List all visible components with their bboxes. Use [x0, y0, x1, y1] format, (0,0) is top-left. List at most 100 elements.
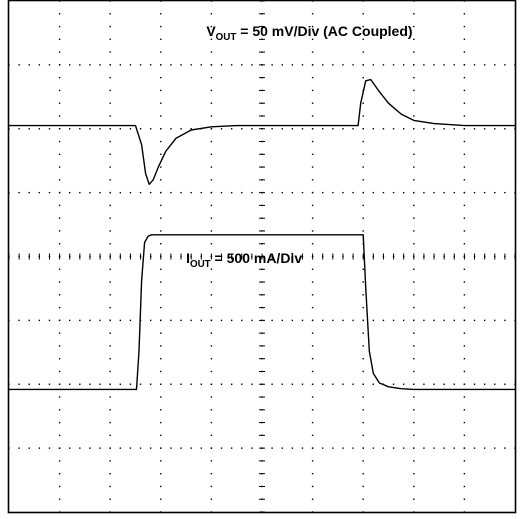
grid-dot [210, 281, 213, 283]
grid-dot [413, 268, 415, 270]
grid-dot [8, 447, 10, 449]
grid-dot [28, 447, 30, 449]
grid-dot [160, 166, 162, 168]
grid-dot [89, 64, 91, 66]
grid-dot [69, 128, 71, 130]
grid-dot [362, 166, 364, 168]
grid-dot [160, 25, 162, 28]
grid-dot [453, 319, 455, 322]
grid-dot [463, 217, 466, 219]
grid-dot [281, 319, 283, 322]
grid-dot [413, 281, 415, 283]
grid-dot [463, 38, 466, 41]
grid-dot [311, 217, 314, 219]
grid-dot [160, 281, 162, 283]
grid-dot [18, 383, 20, 385]
grid-dot [58, 64, 61, 66]
grid-dot [352, 128, 354, 130]
grid-dot [180, 128, 182, 130]
grid-dot [109, 89, 111, 92]
grid-dot [504, 383, 506, 385]
grid-dot [413, 64, 415, 66]
grid-dot [271, 383, 273, 385]
grid-dot [514, 319, 516, 322]
grid-dot [48, 383, 51, 385]
grid-dot [463, 64, 466, 66]
grid-dot [311, 128, 314, 130]
grid-dot [210, 345, 213, 347]
grid-dot [119, 383, 122, 385]
grid-dot [463, 0, 466, 2]
grid-dot [332, 128, 334, 130]
grid-dot [210, 76, 213, 79]
grid-dot [210, 332, 213, 334]
grid-dot [322, 64, 324, 66]
grid-dot [28, 191, 30, 194]
grid-dot [160, 511, 162, 513]
grid-dot [58, 460, 61, 462]
grid-dot [311, 447, 314, 449]
grid-dot [241, 64, 243, 66]
grid-dot [413, 358, 415, 360]
grid-dot [69, 319, 71, 322]
grid-dot [362, 294, 364, 296]
grid-dot [160, 115, 162, 117]
grid-dot [362, 370, 364, 373]
grid-dot [362, 64, 364, 66]
grid-dot [58, 447, 61, 449]
grid-dot [463, 498, 466, 500]
grid-dot [311, 102, 314, 104]
grid-dot [382, 128, 385, 130]
grid-dot [251, 447, 253, 449]
grid-dot [129, 447, 132, 449]
grid-dot [362, 217, 364, 219]
grid-dot [160, 140, 162, 143]
grid-dot [180, 319, 182, 322]
grid-dot [463, 281, 466, 283]
grid-dot [402, 447, 405, 449]
grid-dot [453, 128, 455, 130]
grid-dot [129, 64, 132, 66]
grid-dot [402, 64, 405, 66]
label-subscript: OUT [216, 32, 237, 43]
grid-dot [170, 128, 172, 130]
grid-dot [58, 153, 61, 155]
grid-dot [241, 383, 243, 385]
grid-dot [311, 191, 314, 194]
grid-dot [99, 64, 101, 66]
grid-dot [109, 281, 111, 283]
grid-dot [291, 64, 294, 66]
grid-dot [413, 511, 415, 513]
grid-dot [392, 383, 395, 385]
grid-dot [342, 319, 344, 322]
grid-dot [139, 383, 142, 385]
grid-dot [210, 409, 213, 411]
grid-dot [210, 89, 213, 92]
grid-dot [8, 128, 10, 130]
grid-dot [473, 128, 476, 130]
grid-dot [311, 294, 314, 296]
grid-dot [453, 447, 455, 449]
grid-dot [58, 38, 61, 41]
grid-dot [311, 358, 314, 360]
grid-dot [210, 179, 213, 181]
grid-dot [119, 191, 122, 194]
grid-dot [220, 383, 223, 385]
grid-dot [311, 434, 314, 437]
grid-dot [504, 191, 506, 194]
grid-dot [463, 345, 466, 347]
grid-dot [443, 319, 445, 322]
grid-dot [89, 319, 91, 322]
grid-dot [423, 319, 425, 322]
grid-dot [210, 128, 213, 130]
grid-dot [129, 128, 132, 130]
grid-dot [200, 383, 202, 385]
grid-dot [149, 447, 152, 449]
grid-dot [413, 153, 415, 155]
grid-dot [99, 128, 101, 130]
grid-dot [160, 306, 162, 309]
grid-dot [28, 128, 30, 130]
grid-dot [230, 447, 233, 449]
grid-dot [453, 64, 455, 66]
grid-dot [311, 306, 314, 309]
